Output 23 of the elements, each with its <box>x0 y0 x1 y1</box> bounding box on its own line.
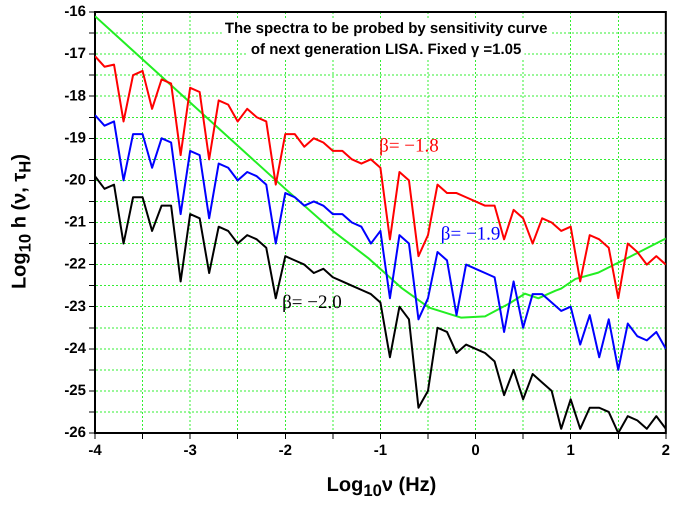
y-tick-label: -20 <box>64 172 86 189</box>
y-tick-label: -22 <box>64 256 86 273</box>
series-label: β= −1.8 <box>379 135 439 156</box>
y-tick-label: -17 <box>64 45 86 62</box>
x-tick-label: -3 <box>183 442 197 460</box>
x-axis-title: Log$_{10}$ν (Hz) <box>326 474 438 501</box>
y-tick-label: -26 <box>64 424 86 442</box>
series-label: β= −1.9 <box>440 224 500 245</box>
x-tick-label: -1 <box>374 442 388 460</box>
x-tick-label: -4 <box>88 442 102 460</box>
series-label: β= −2.0 <box>282 292 342 314</box>
y-tick-label: -16 <box>64 3 86 20</box>
y-tick-label: -18 <box>64 87 86 104</box>
y-tick-label: -25 <box>64 382 86 400</box>
x-tick-label: -2 <box>278 442 292 460</box>
x-tick-label: 2 <box>662 442 670 460</box>
y-tick-label: -24 <box>64 340 87 357</box>
x-tick-label: 1 <box>566 442 575 460</box>
text: The spectra to be probed by sensitivity curve of next generation LISA. Fixed γ =1.05 <box>224 20 548 58</box>
y-tick-label: -21 <box>64 214 86 231</box>
y-tick-label: -19 <box>64 129 86 146</box>
x-tick-label: 0 <box>471 442 480 460</box>
y-tick-label: -23 <box>64 298 86 315</box>
